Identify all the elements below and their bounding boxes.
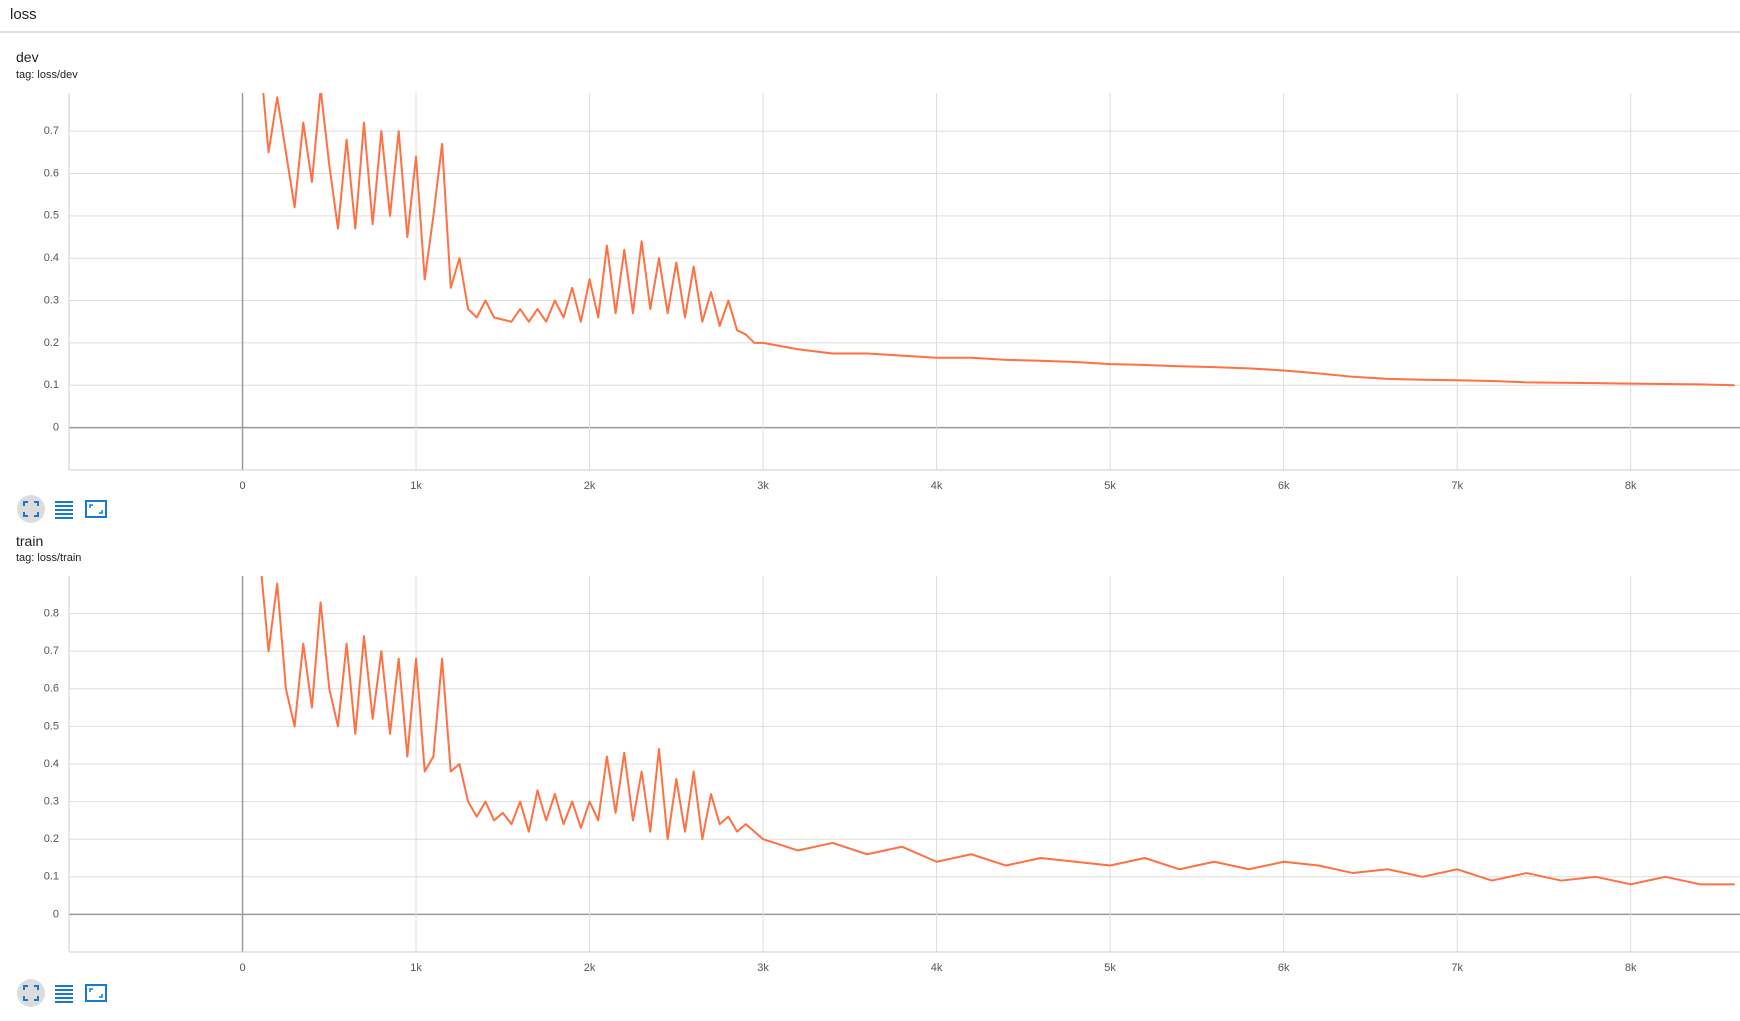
x-tick-label: 5k xyxy=(1104,480,1116,492)
y-tick-label: 0.3 xyxy=(44,796,59,808)
loss-line xyxy=(260,576,1735,886)
fit-domain-icon[interactable] xyxy=(89,504,103,514)
y-tick-label: 0.1 xyxy=(44,379,59,391)
fullscreen-icon[interactable] xyxy=(23,501,39,517)
header-title: loss xyxy=(10,6,37,23)
x-tick-label: 4k xyxy=(931,962,943,974)
x-tick-label: 4k xyxy=(931,480,943,492)
y-tick-label: 0.7 xyxy=(44,125,59,137)
x-tick-label: 8k xyxy=(1625,962,1637,974)
fullscreen-button[interactable] xyxy=(17,979,45,1007)
x-tick-label: 2k xyxy=(584,480,596,492)
fit-domain-icon[interactable] xyxy=(89,988,103,998)
chart-title: train xyxy=(16,533,43,549)
fit-domain-button[interactable] xyxy=(85,984,107,1002)
log-scale-button[interactable] xyxy=(55,501,73,519)
y-tick-label: 0 xyxy=(53,908,59,920)
chart-subtitle: tag: loss/train xyxy=(16,552,81,564)
x-tick-label: 2k xyxy=(584,962,596,974)
chart-subtitle: tag: loss/dev xyxy=(16,69,78,81)
y-tick-label: 0.6 xyxy=(44,683,59,695)
x-tick-label: 6k xyxy=(1278,480,1290,492)
y-tick-label: 0.8 xyxy=(44,608,59,620)
y-tick-label: 0.1 xyxy=(44,871,59,883)
fullscreen-icon[interactable] xyxy=(23,985,39,1001)
chart-title: dev xyxy=(16,49,39,65)
y-tick-label: 0.6 xyxy=(44,167,59,179)
x-tick-label: 0 xyxy=(239,480,245,492)
fullscreen-button[interactable] xyxy=(17,495,45,523)
y-tick-label: 0.4 xyxy=(44,758,59,770)
x-tick-label: 7k xyxy=(1451,480,1463,492)
x-tick-label: 5k xyxy=(1104,962,1116,974)
x-tick-label: 0 xyxy=(239,962,245,974)
x-tick-label: 3k xyxy=(757,962,769,974)
y-tick-label: 0.7 xyxy=(44,645,59,657)
x-tick-label: 1k xyxy=(410,962,422,974)
y-tick-label: 0.5 xyxy=(44,720,59,732)
fit-domain-button[interactable] xyxy=(85,500,107,518)
x-tick-label: 6k xyxy=(1278,962,1290,974)
chart-toolbar xyxy=(17,979,107,1007)
y-tick-label: 0.2 xyxy=(44,337,59,349)
chart-toolbar xyxy=(17,495,107,523)
y-tick-label: 0.5 xyxy=(44,210,59,222)
x-tick-label: 1k xyxy=(410,480,422,492)
y-tick-label: 0.2 xyxy=(44,833,59,845)
x-tick-label: 7k xyxy=(1451,962,1463,974)
x-tick-label: 3k xyxy=(757,480,769,492)
y-tick-label: 0.4 xyxy=(44,252,59,264)
y-tick-label: 0 xyxy=(53,422,59,434)
x-tick-label: 8k xyxy=(1625,480,1637,492)
loss-line xyxy=(262,93,1735,387)
y-tick-label: 0.3 xyxy=(44,294,59,306)
log-scale-button[interactable] xyxy=(55,985,73,1003)
